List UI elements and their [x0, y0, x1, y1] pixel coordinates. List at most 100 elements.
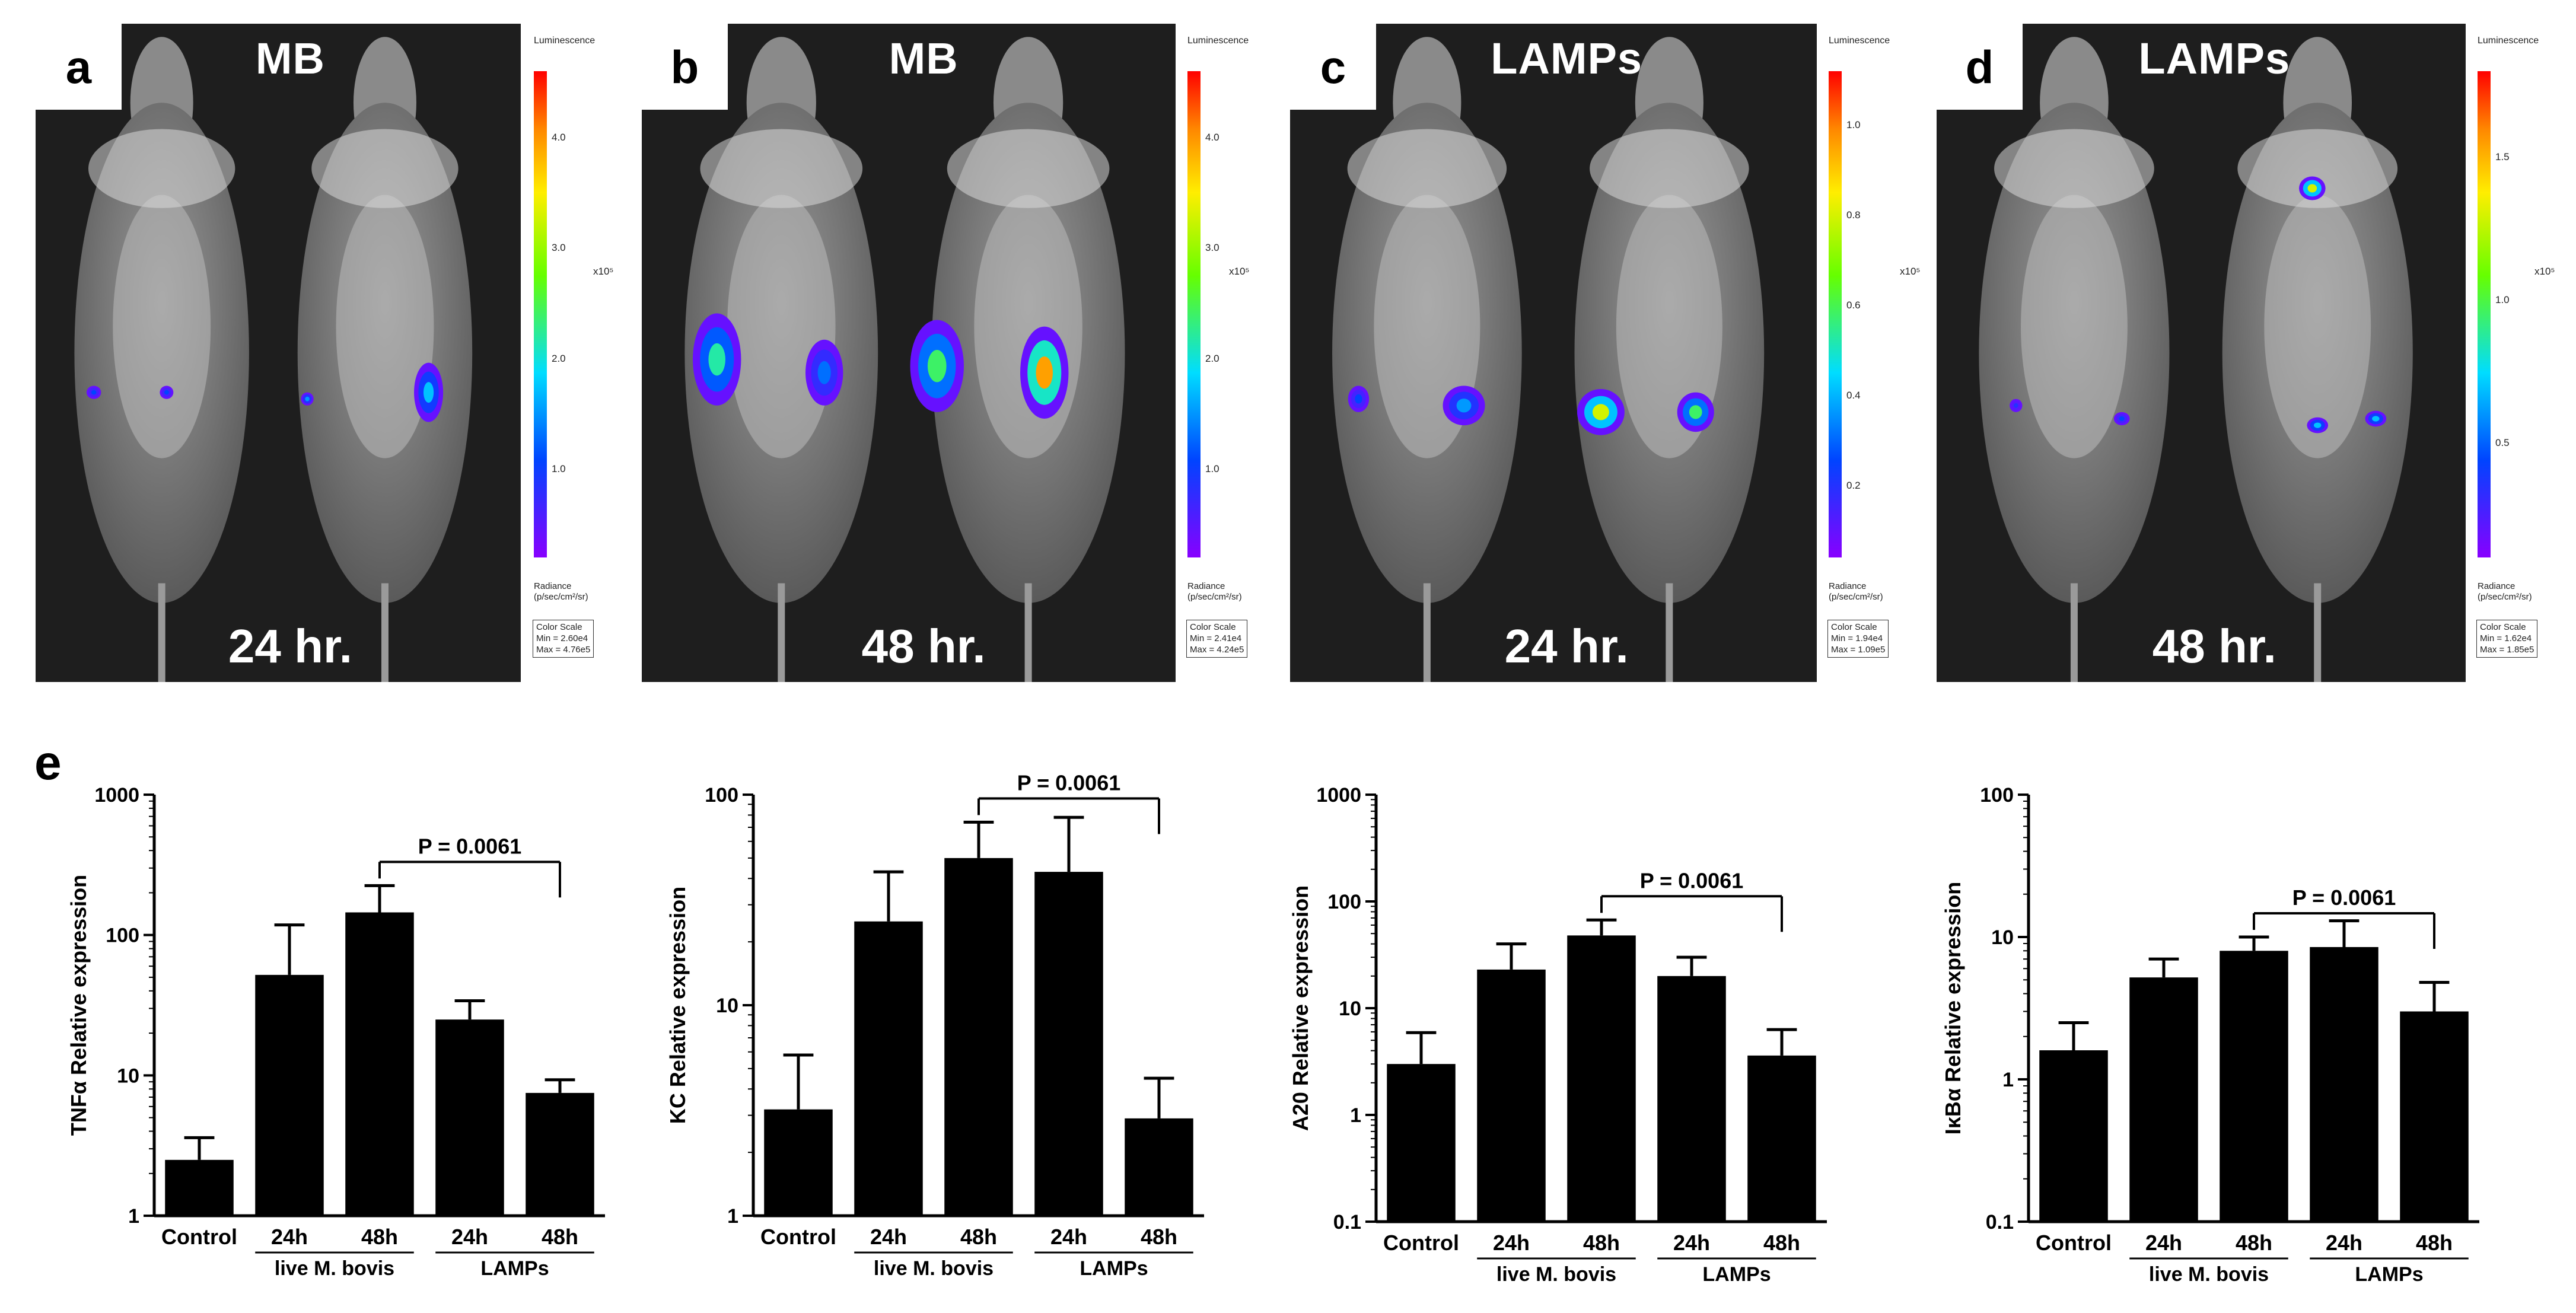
scale-tick: 3.0: [1205, 242, 1219, 254]
color-gradient-bar: [1187, 71, 1201, 557]
bar-4: [526, 1092, 594, 1216]
bioluminescence-signal: [414, 362, 444, 422]
x-tick-label: Control: [161, 1225, 237, 1249]
group-label: live M. bovis: [275, 1257, 394, 1280]
scale-title: Luminescence: [2478, 36, 2539, 46]
panel-label-c: c: [1290, 24, 1376, 110]
bar-3: [2310, 946, 2378, 1222]
y-tick-label: 10: [716, 995, 738, 1017]
scale-tick: 1.0: [552, 463, 566, 474]
mouse-silhouette: [684, 37, 878, 682]
bioluminescence-signal: [301, 392, 314, 406]
bar-chart-4: 0.1 1 10 100 IκBα Relative expression Control…: [1910, 753, 2550, 1305]
bar-0: [2039, 1050, 2108, 1222]
panel-label-a: a: [36, 24, 122, 110]
color-scale-d: Luminescence 1.5 1.0 0.5 x10⁵ Radiance (p/sec/…: [2466, 24, 2576, 682]
y-axis-label: KC Relative expression: [666, 887, 690, 1124]
bar-3: [435, 1019, 504, 1216]
x-tick-label: 24h: [451, 1225, 488, 1249]
scale-exponent: x10⁵: [2534, 266, 2555, 277]
y-tick-label: 10: [1991, 926, 2014, 949]
scale-exponent: x10⁵: [1900, 266, 1921, 277]
p-value-label: P = 0.0061: [2292, 885, 2396, 910]
y-tick-label: 1: [2002, 1069, 2014, 1091]
x-tick-label: 24h: [870, 1225, 907, 1249]
x-tick-label: 24h: [271, 1225, 308, 1249]
bioluminescence-signal: [2307, 417, 2329, 434]
bar-3: [1034, 872, 1103, 1216]
radiance-label: Radiance: [1829, 581, 1867, 591]
color-scale-a: Luminescence 4.0 3.0 2.0 1.0 x10⁵ Radiance (p/s…: [522, 24, 635, 682]
mouse-silhouette: [1979, 37, 2170, 682]
scale-tick: 0.5: [2495, 437, 2510, 449]
y-axis-label: A20 Relative expression: [1288, 885, 1313, 1131]
p-value-label: P = 0.0061: [1017, 770, 1121, 795]
p-value-label: P = 0.0061: [1640, 868, 1744, 893]
y-tick-label: 1000: [1316, 784, 1361, 807]
x-tick-label: 24h: [2326, 1231, 2362, 1255]
bar-chart-2: 1 10 100 KC Relative expression Control 24h 48…: [647, 753, 1240, 1305]
mouse-silhouette: [297, 37, 473, 682]
bar-2: [2220, 951, 2288, 1222]
color-gradient-bar: [1829, 71, 1842, 557]
mouse-image-a: [36, 24, 521, 682]
group-label: live M. bovis: [2149, 1263, 2269, 1286]
panel-title: MB: [889, 34, 959, 83]
bioluminescence-signal: [1577, 389, 1625, 435]
y-tick-label: 10: [117, 1065, 139, 1087]
y-tick-label: 0.1: [1986, 1211, 2014, 1234]
scale-tick: 0.8: [1846, 209, 1861, 221]
scale-tick: 4.0: [1205, 131, 1219, 143]
scale-tick: 1.0: [2495, 294, 2510, 305]
x-tick-label: 48h: [2416, 1231, 2453, 1255]
bar-chart-1: 1 10 100 1000 TNFα Relative expression Contro…: [42, 753, 635, 1305]
bar-2: [1567, 935, 1636, 1222]
time-label: 24 hr.: [1504, 620, 1629, 673]
x-tick-label: 24h: [1050, 1225, 1087, 1249]
color-gradient-bar: [534, 71, 547, 557]
bar-chart-3: 0.1 1 10 100 1000 A20 Relative expression Cont…: [1275, 753, 1868, 1305]
bar-4: [1747, 1055, 1816, 1222]
mouse-image-d: [1937, 24, 2466, 682]
x-tick-label: 48h: [1763, 1231, 1800, 1255]
color-scale-c: Luminescence 1.0 0.8 0.6 0.4 0.2 x10⁵ Radiance(…: [1817, 24, 1941, 682]
mouse-silhouette: [1332, 37, 1522, 682]
bar-1: [1477, 969, 1546, 1222]
mouse-silhouette: [1574, 37, 1765, 682]
bar-4: [2400, 1011, 2469, 1222]
radiance-units: (p/sec/cm²/sr): [1829, 592, 1883, 602]
bioluminescence-signal: [2010, 399, 2023, 412]
group-label: LAMPs: [1080, 1257, 1148, 1280]
bar-2: [944, 858, 1013, 1216]
scale-tick: 0.4: [1846, 389, 1861, 401]
group-label: LAMPs: [1702, 1263, 1771, 1286]
scale-title: Luminescence: [1829, 36, 1890, 46]
x-tick-label: 48h: [2236, 1231, 2272, 1255]
imaging-panel-b: b MB 48 hr.: [642, 24, 1179, 682]
bar-1: [2129, 977, 2198, 1222]
y-tick-label: 100: [1327, 891, 1361, 913]
bar-0: [165, 1159, 234, 1216]
p-value-label: P = 0.0061: [418, 834, 522, 858]
imaging-panel-d: d LAMPs 48 hr.: [1937, 24, 2466, 682]
bar-0: [764, 1109, 833, 1216]
group-label: live M. bovis: [874, 1257, 994, 1280]
radiance-units: (p/sec/cm²/sr): [2478, 592, 2532, 602]
bioluminescence-signal: [1443, 385, 1485, 426]
y-axis-label: IκBα Relative expression: [1941, 882, 1965, 1134]
x-tick-label: 48h: [1141, 1225, 1177, 1249]
x-tick-label: 24h: [2145, 1231, 2182, 1255]
color-scale-b: Luminescence 4.0 3.0 2.0 1.0 x10⁵ Radiance (p/s…: [1176, 24, 1271, 682]
panel-title: MB: [255, 34, 325, 83]
y-tick-label: 10: [1339, 998, 1361, 1020]
group-label: LAMPs: [480, 1257, 549, 1280]
scale-tick: 1.0: [1846, 119, 1861, 131]
time-label: 48 hr.: [861, 620, 986, 673]
mouse-silhouette: [74, 37, 249, 682]
imaging-panel-a: a MB 24 hr.: [36, 24, 521, 682]
bar-0: [1387, 1064, 1456, 1222]
radiance-label: Radiance: [534, 581, 572, 591]
x-tick-label: 48h: [960, 1225, 997, 1249]
color-gradient-bar: [2478, 71, 2491, 557]
panel-label-d: d: [1937, 24, 2023, 110]
